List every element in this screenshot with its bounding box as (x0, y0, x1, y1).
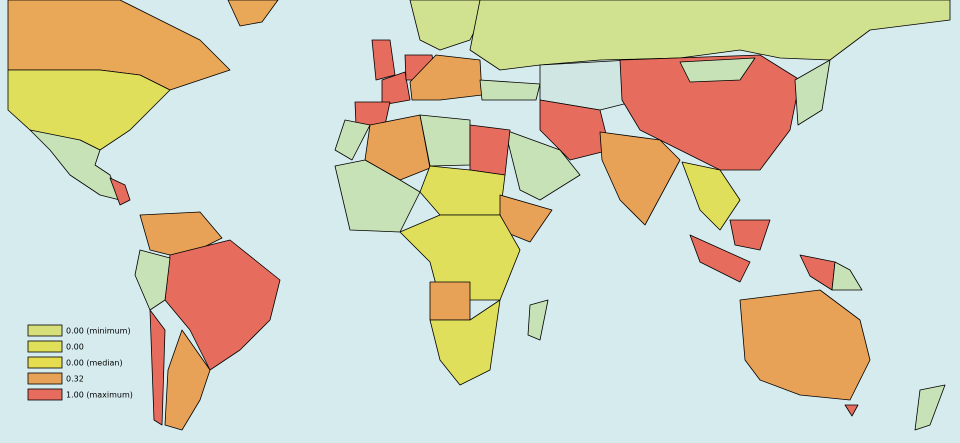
scandinavia (409, 0, 491, 51)
turkey (479, 79, 541, 101)
legend-label: 0.00 (minimum) (66, 327, 131, 336)
usa (7, 69, 171, 151)
tasmania (844, 404, 859, 417)
mongolia (679, 57, 756, 83)
central-africa (399, 214, 521, 301)
new-zealand (914, 384, 946, 431)
legend-swatch (27, 324, 63, 337)
central-america (109, 177, 131, 206)
legend-swatch (27, 372, 63, 385)
greenland (227, 0, 279, 27)
legend-label: 1.00 (maximum) (66, 391, 133, 400)
australia (739, 289, 871, 401)
legend: 0.00 (minimum) 0.00 0.00 (median) 0.32 1.00 … (27, 324, 133, 401)
morocco (334, 119, 371, 161)
chile (149, 309, 166, 426)
sumatra-java (689, 234, 751, 283)
borneo (729, 219, 771, 251)
legend-label: 0.32 (66, 375, 84, 384)
france (381, 71, 411, 106)
madagascar (527, 299, 549, 341)
peru (134, 249, 171, 311)
legend-swatch (27, 388, 63, 401)
legend-swatch (27, 340, 63, 353)
spain (354, 101, 391, 126)
new-guinea-east (831, 261, 863, 291)
central-asia (539, 59, 641, 111)
algeria (364, 114, 431, 181)
legend-label: 0.00 (median) (66, 359, 123, 368)
southern-africa (429, 299, 501, 386)
uk (371, 39, 396, 81)
egypt (469, 124, 511, 176)
argentina (164, 329, 211, 431)
southeast-asia (681, 161, 741, 231)
eastern-europe (409, 54, 483, 101)
india (599, 131, 681, 226)
countries (7, 0, 951, 431)
angola (429, 281, 471, 321)
legend-label: 0.00 (66, 343, 84, 352)
japan (794, 59, 831, 126)
brazil (164, 239, 281, 371)
russia (469, 0, 951, 71)
china (619, 54, 801, 171)
saudi-arabia (504, 129, 581, 201)
legend-swatch (27, 356, 63, 369)
iran (539, 99, 611, 161)
